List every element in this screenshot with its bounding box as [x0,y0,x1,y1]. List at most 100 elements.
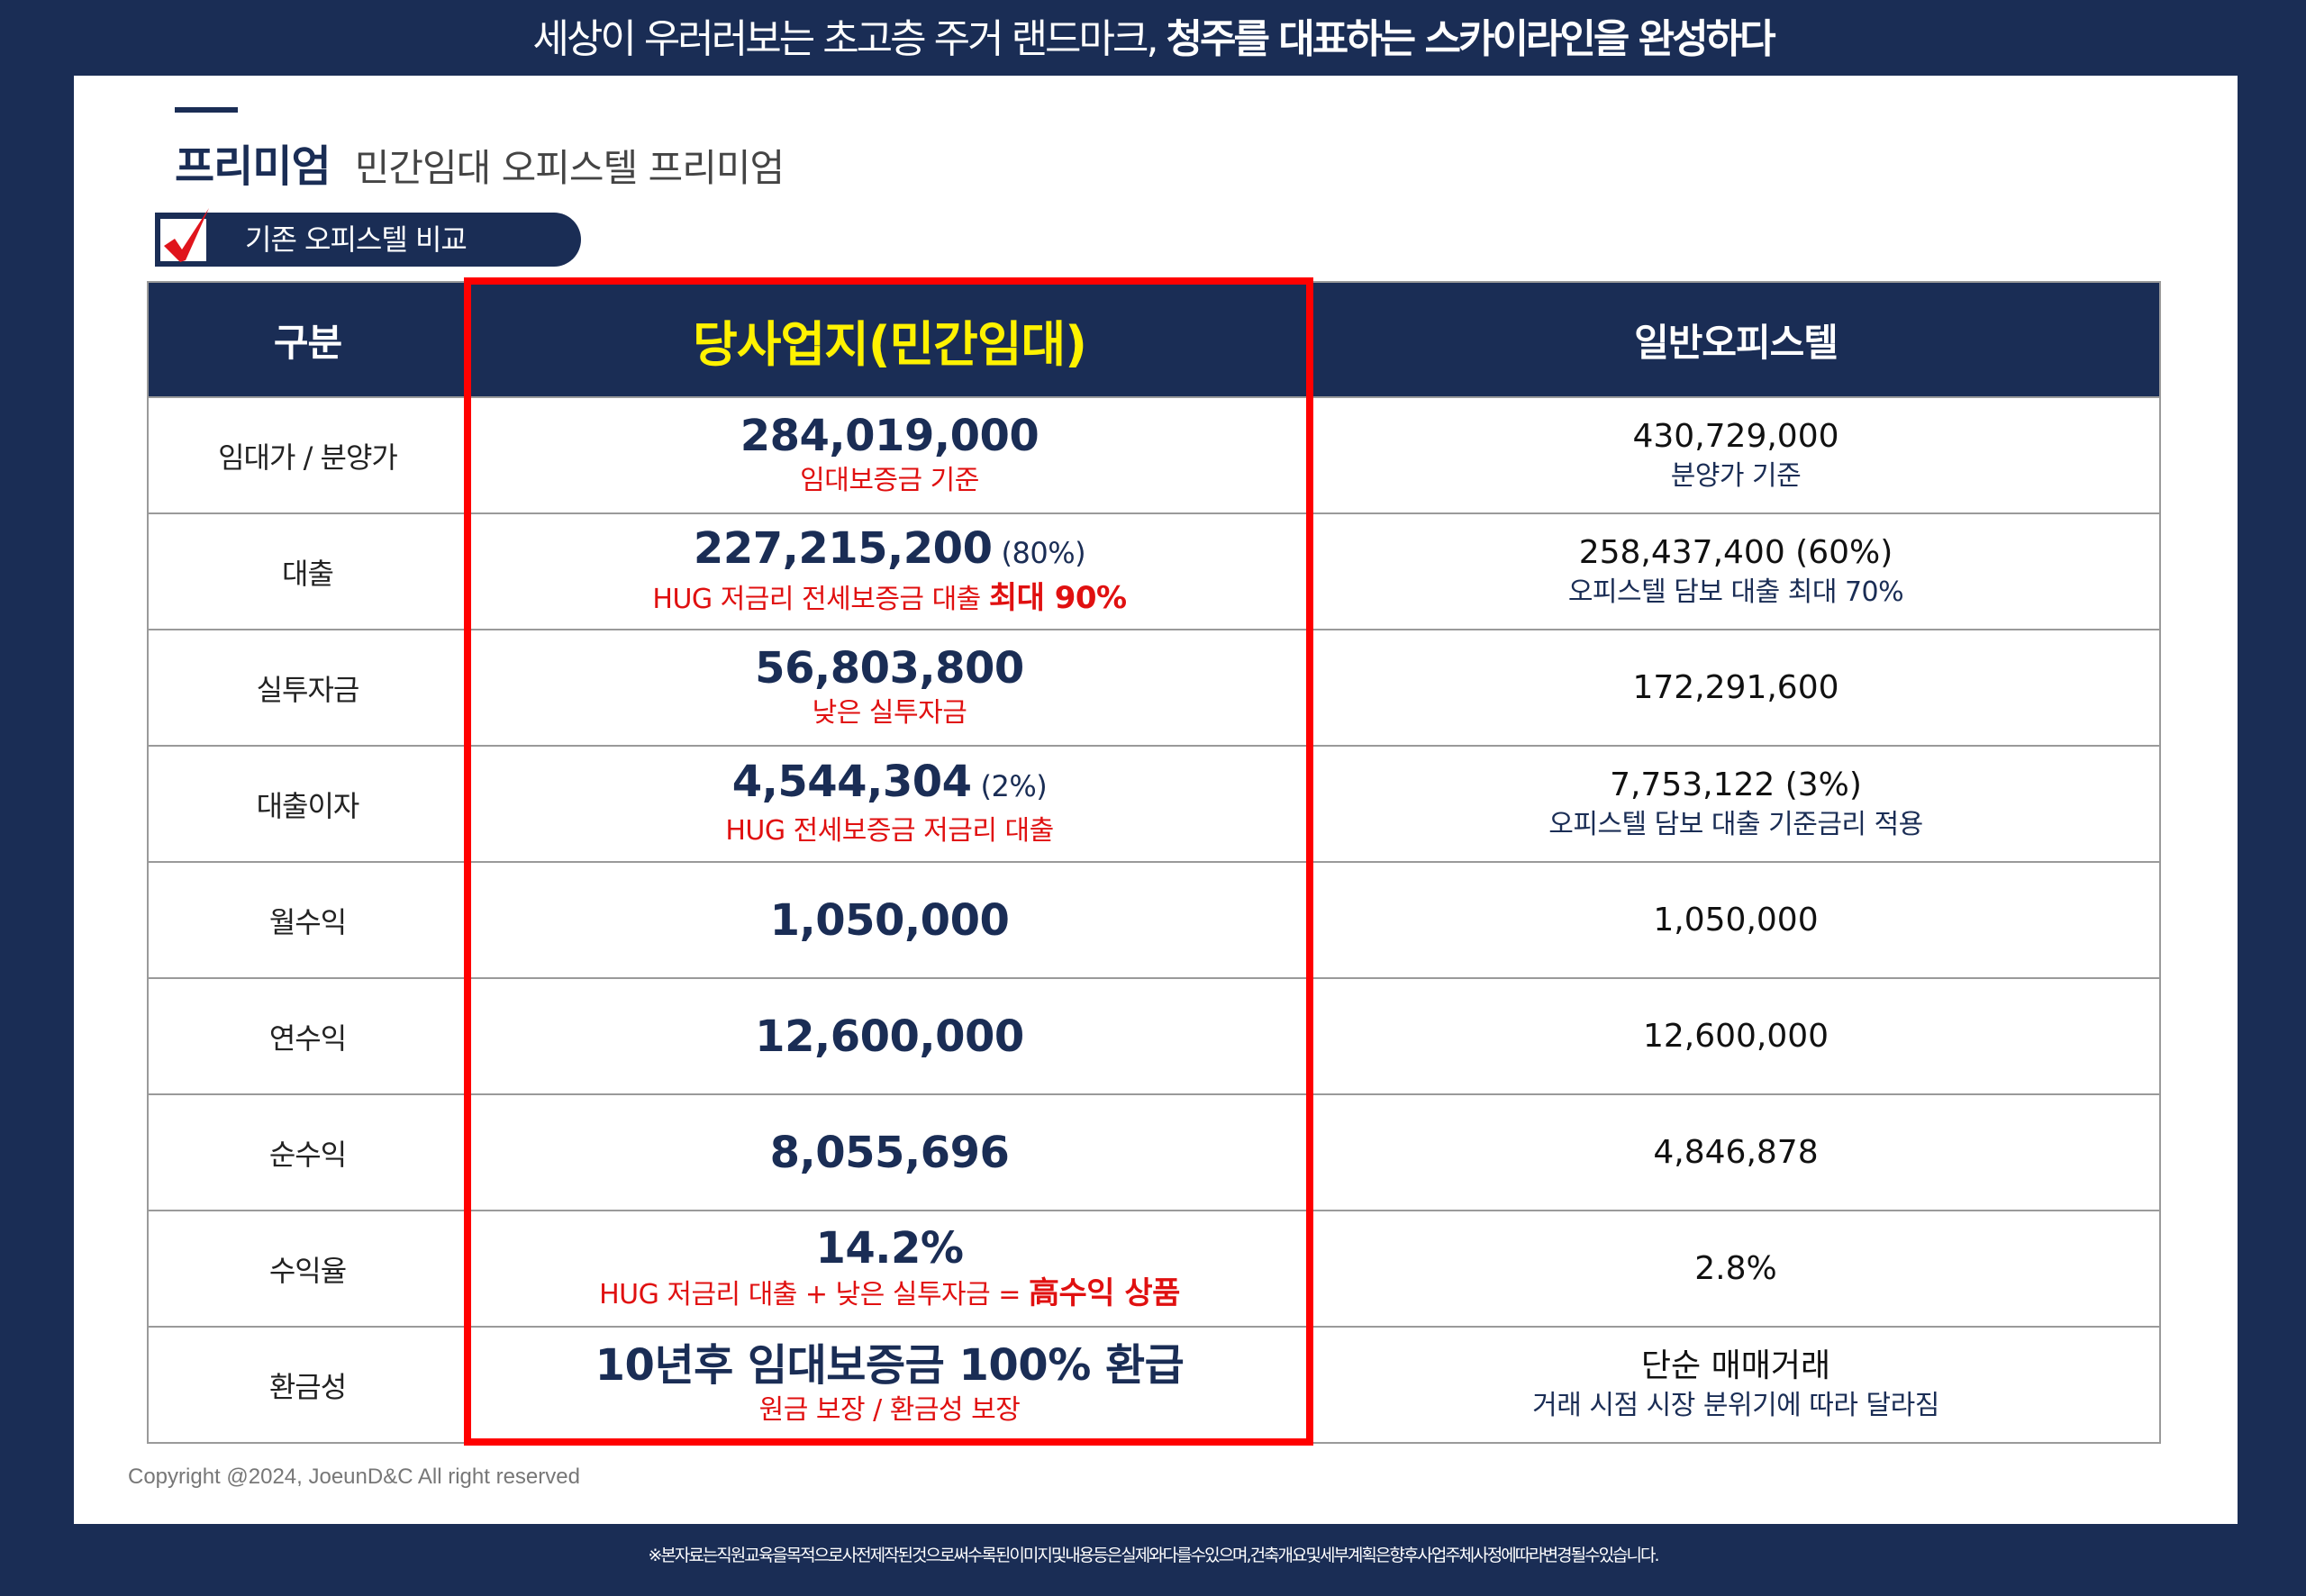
our-site-percent: (2%) [980,769,1048,803]
general-officetel-cell: 12,600,000 [1311,977,2161,1095]
our-site-value-line: 1,050,000 [468,895,1311,946]
table-row: 환금성 10년후 임대보증금 100% 환급 원금 보장 / 환금성 보장 단순 매매… [147,1326,2161,1444]
page-headline: 세상이 우러러보는 초고층 주거 랜드마크, 청주를 대표하는 스카이라인을 완… [0,11,2306,68]
table-row: 순수익 8,055,696 4,846,878 [147,1093,2161,1211]
general-officetel-cell: 1,050,000 [1311,861,2161,979]
our-site-value: 8,055,696 [769,1127,1010,1178]
row-label: 임대가 / 분양가 [147,396,468,514]
general-officetel-cell: 430,729,000 분양가 기준 [1311,396,2161,514]
our-site-cell: 8,055,696 [467,1093,1312,1211]
row-label: 실투자금 [147,629,468,747]
general-officetel-cell: 4,846,878 [1311,1093,2161,1211]
general-officetel-value: 1,050,000 [1653,901,1819,939]
our-site-percent: (80%) [1001,536,1086,570]
content-panel: 프리미엄 민간임대 오피스텔 프리미엄 기존 오피스텔 비교 구분 당사업지(민… [74,76,2238,1524]
our-site-note-text: 임대보증금 기준 [800,464,979,496]
our-site-value: 12,600,000 [755,1011,1024,1062]
table-row: 대출 227,215,200 (80%) HUG 저금리 전세보증금 대출 최대 90… [147,512,2161,630]
comparison-table: 구분 당사업지(민간임대) 일반오피스텔 임대가 / 분양가 284,019,00… [147,281,2161,1444]
general-officetel-cell: 258,437,400 (60%) 오피스텔 담보 대출 최대 70% [1311,512,2161,630]
our-site-value-line: 12,600,000 [468,1011,1311,1062]
our-site-value-line: 4,544,304 (2%) [468,757,1311,812]
general-officetel-value: 172,291,600 [1632,668,1839,706]
our-site-cell: 12,600,000 [467,977,1312,1095]
row-label: 대출이자 [147,745,468,863]
our-site-value: 10년후 임대보증금 100% 환급 [595,1339,1185,1391]
table-row: 월수익 1,050,000 1,050,000 [147,861,2161,979]
our-site-value: 56,803,800 [755,642,1024,694]
general-officetel-cell: 172,291,600 [1311,629,2161,747]
row-label: 환금성 [147,1326,468,1444]
our-site-cell: 56,803,800 낮은 실투자금 [467,629,1312,747]
our-site-value: 227,215,200 [693,523,993,574]
row-label: 연수익 [147,977,468,1095]
table-header-row: 구분 당사업지(민간임대) 일반오피스텔 [147,281,2161,398]
row-label: 순수익 [147,1093,468,1211]
our-site-value-line: 14.2% [468,1223,1311,1274]
our-site-cell: 1,050,000 [467,861,1312,979]
our-site-value: 4,544,304 [731,757,972,807]
our-site-value-line: 227,215,200 (80%) [468,523,1311,578]
our-site-value: 14.2% [815,1222,964,1274]
our-site-cell: 4,544,304 (2%) HUG 전세보증금 저금리 대출 [467,745,1312,863]
section-subtitle: 민간임대 오피스텔 프리미엄 [354,146,785,190]
general-officetel-value: 12,600,000 [1642,1017,1829,1055]
header-category: 구분 [147,281,468,398]
general-officetel-value: 258,437,400 (60%) [1578,533,1893,571]
our-site-value-line: 8,055,696 [468,1128,1311,1178]
section-title: 프리미엄 민간임대 오피스텔 프리미엄 [175,135,785,198]
row-label: 월수익 [147,861,468,979]
our-site-cell: 284,019,000 임대보증금 기준 [467,396,1312,514]
our-site-note-text: HUG 저금리 대출 + 낮은 실투자금 = [599,1278,1021,1310]
general-officetel-cell: 7,753,122 (3%) 오피스텔 담보 대출 기준금리 적용 [1311,745,2161,863]
our-site-note-emphasis: 최대 90% [988,580,1127,616]
our-site-note: 원금 보장 / 환금성 보장 [468,1391,1311,1430]
header-our-site: 당사업지(민간임대) [467,281,1312,398]
headline-strong: 청주를 대표하는 스카이라인을 완성하다 [1166,16,1775,62]
our-site-note-text: HUG 저금리 전세보증금 대출 [652,584,981,615]
header-general-officetel: 일반오피스텔 [1311,281,2161,398]
general-officetel-value: 430,729,000 [1632,417,1839,455]
general-officetel-note: 분양가 기준 [1670,459,1802,492]
our-site-note: HUG 저금리 전세보증금 대출 최대 90% [468,578,1311,620]
our-site-cell: 227,215,200 (80%) HUG 저금리 전세보증금 대출 최대 90% [467,512,1312,630]
general-officetel-note: 거래 시점 시장 분위기에 따라 달라짐 [1532,1389,1939,1421]
copyright-text: Copyright @2024, JoeunD&C All right rese… [128,1465,580,1489]
checkbox-checked-icon [160,208,209,262]
our-site-note-text: HUG 전세보증금 저금리 대출 [725,815,1054,847]
accent-bar [175,107,238,113]
badge-label: 기존 오피스텔 비교 [245,222,468,257]
our-site-value-line: 10년후 임대보증금 100% 환급 [468,1340,1311,1391]
our-site-value: 1,050,000 [769,894,1010,946]
our-site-cell: 10년후 임대보증금 100% 환급 원금 보장 / 환금성 보장 [467,1326,1312,1444]
general-officetel-note: 오피스텔 담보 대출 기준금리 적용 [1548,808,1923,840]
row-label: 대출 [147,512,468,630]
general-officetel-value: 7,753,122 (3%) [1610,766,1862,803]
row-label: 수익율 [147,1210,468,1328]
our-site-cell: 14.2% HUG 저금리 대출 + 낮은 실투자금 = 高수익 상품 [467,1210,1312,1328]
general-officetel-value: 2.8% [1694,1249,1777,1287]
our-site-note: HUG 저금리 대출 + 낮은 실투자금 = 高수익 상품 [468,1274,1311,1315]
general-officetel-cell: 2.8% [1311,1210,2161,1328]
table-row: 수익율 14.2% HUG 저금리 대출 + 낮은 실투자금 = 高수익 상품 2.8… [147,1210,2161,1328]
our-site-value: 284,019,000 [740,410,1040,461]
general-officetel-note: 오피스텔 담보 대출 최대 70% [1567,576,1904,608]
our-site-value-line: 284,019,000 [468,411,1311,461]
disclaimer-text: ※본자료는직원교육을목적으로사전제작된것으로써수록된이미지및내용등은실제와다를수… [648,1546,1659,1565]
table-row: 실투자금 56,803,800 낮은 실투자금 172,291,600 [147,629,2161,747]
our-site-note-text: 원금 보장 / 환금성 보장 [758,1393,1021,1426]
headline-regular: 세상이 우러러보는 초고층 주거 랜드마크, [532,16,1158,62]
section-title-main: 프리미엄 [175,141,331,192]
table-row: 연수익 12,600,000 12,600,000 [147,977,2161,1095]
our-site-note-text: 낮은 실투자금 [812,696,967,729]
general-officetel-value: 4,846,878 [1653,1133,1819,1171]
our-site-note: 낮은 실투자금 [468,694,1311,733]
table-row: 임대가 / 분양가 284,019,000 임대보증금 기준 430,729,000 분… [147,396,2161,514]
comparison-badge: 기존 오피스텔 비교 [155,208,581,267]
our-site-value-line: 56,803,800 [468,643,1311,694]
our-site-note: 임대보증금 기준 [468,461,1311,501]
our-site-note: HUG 전세보증금 저금리 대출 [468,812,1311,851]
general-officetel-value: 단순 매매거래 [1640,1347,1831,1384]
our-site-note-emphasis: 高수익 상품 [1028,1274,1180,1311]
